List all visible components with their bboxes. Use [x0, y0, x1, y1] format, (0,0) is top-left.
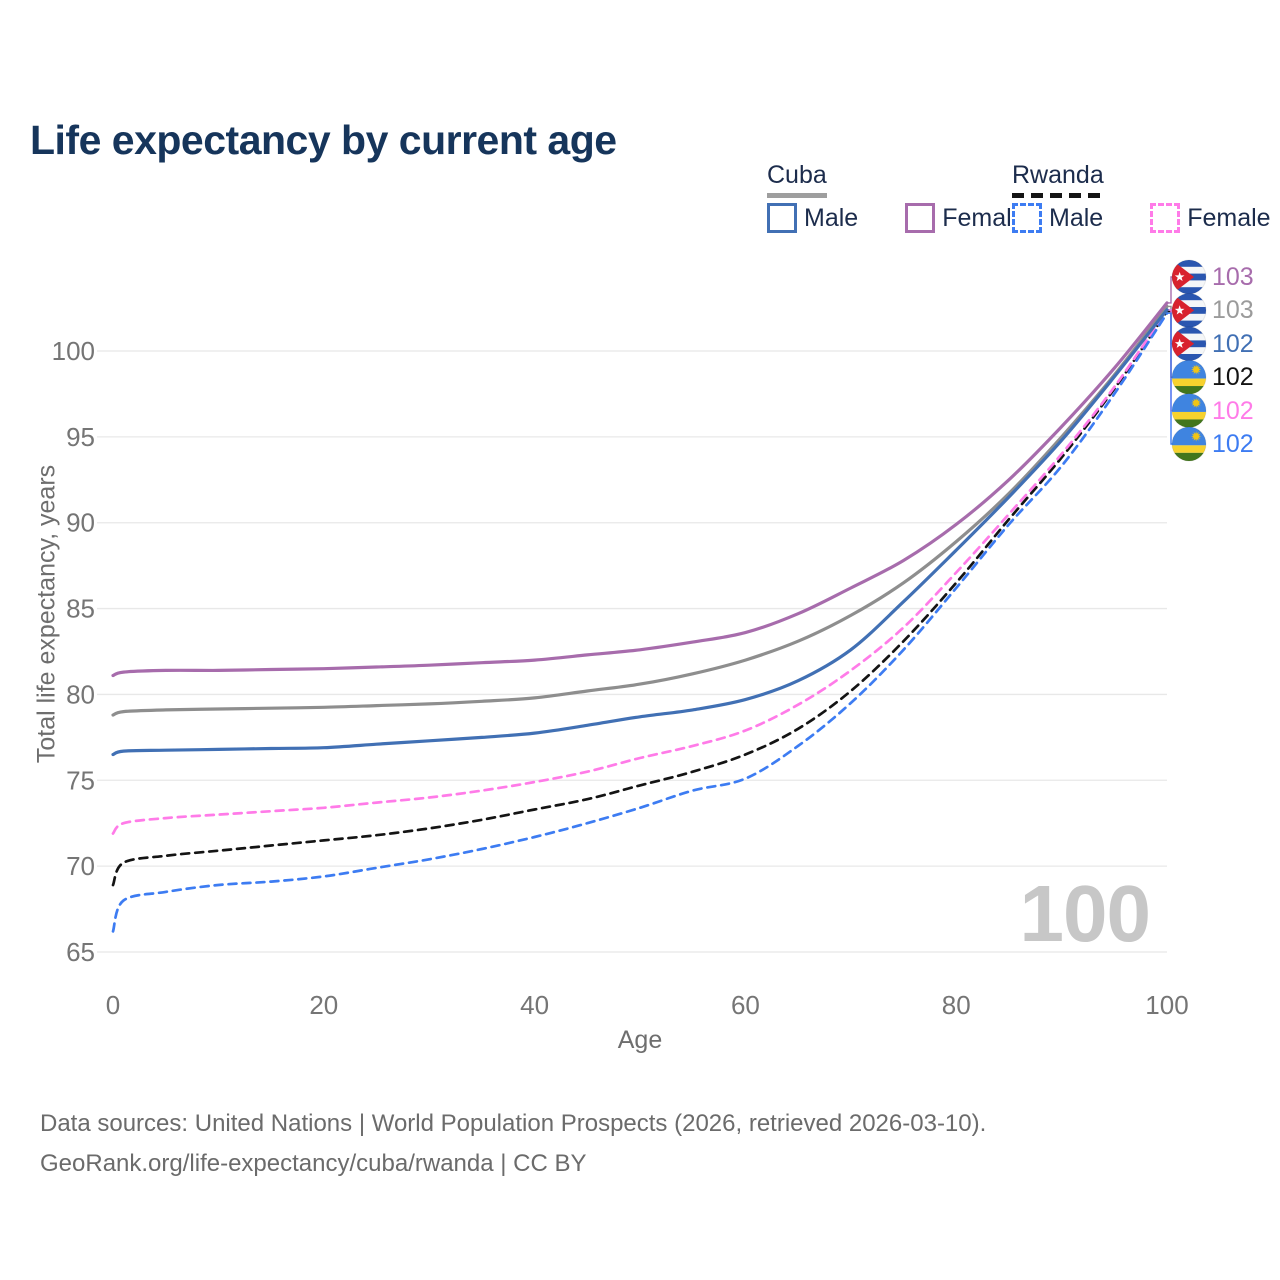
- page-title: Life expectancy by current age: [30, 117, 617, 164]
- legend-group-cuba: Cuba: [767, 161, 827, 198]
- rwanda-flag-icon: [1172, 393, 1206, 428]
- end-label-cuba-female: 103: [1212, 263, 1254, 291]
- rwanda-male-label[interactable]: Male: [1049, 203, 1104, 232]
- y-tick-label: 75: [66, 765, 95, 795]
- series-line-cuba-both-sexes: [111, 304, 1169, 717]
- x-tick-label: 0: [106, 990, 120, 1020]
- y-tick-label: 90: [66, 508, 95, 538]
- series-line-cuba-male: [111, 308, 1169, 757]
- y-tick-label: 65: [66, 937, 95, 967]
- end-label-cuba-both: 103: [1212, 296, 1254, 325]
- cuba-male-label[interactable]: Male: [804, 203, 859, 232]
- rwanda-flag-icon: [1172, 360, 1206, 395]
- footer-source-line: Data sources: United Nations | World Pop…: [40, 1110, 987, 1137]
- y-tick-label: 80: [66, 679, 95, 709]
- cuba-female-label[interactable]: Female: [942, 203, 1026, 232]
- y-tick-label: 95: [66, 422, 95, 452]
- rwanda-flag-icon: [1172, 427, 1206, 461]
- cuba-line-style-swatch: [767, 193, 827, 198]
- y-tick-label: 70: [66, 851, 95, 881]
- legend-country-cuba: Cuba: [767, 161, 827, 189]
- cuba-female-swatch[interactable]: [905, 203, 936, 233]
- series-line-cuba-female: [111, 301, 1169, 678]
- series-line-rwanda-both-sexes: [111, 310, 1169, 887]
- y-tick-label: 100: [52, 336, 95, 366]
- footer-attribution-line: GeoRank.org/life-expectancy/cuba/rwanda …: [40, 1150, 587, 1177]
- x-tick-label: 20: [309, 990, 338, 1020]
- legend-country-rwanda: Rwanda: [1012, 161, 1104, 189]
- series-line-rwanda-male: [111, 311, 1169, 933]
- cuba-flag-icon: [1172, 260, 1206, 294]
- x-tick-label: 100: [1145, 990, 1188, 1020]
- x-tick-label: 40: [520, 990, 549, 1020]
- age-counter-watermark: 100: [1019, 869, 1151, 958]
- x-tick-label: 60: [731, 990, 760, 1020]
- series-line-rwanda-female: [111, 308, 1169, 835]
- rwanda-female-swatch[interactable]: [1150, 203, 1181, 233]
- legend-items-cuba: Male Female: [767, 203, 1026, 233]
- y-tick-label: 85: [66, 594, 95, 624]
- legend-items-rwanda: Male Female: [1012, 203, 1271, 233]
- cuba-flag-icon: [1172, 293, 1206, 328]
- cuba-flag-icon: [1172, 326, 1206, 361]
- footer: Data sources: United Nations | World Pop…: [40, 1104, 986, 1184]
- end-label-rwanda-both: 102: [1212, 363, 1254, 392]
- end-label-rwanda-male: 102: [1212, 430, 1254, 458]
- end-label-cuba-male: 102: [1212, 329, 1254, 358]
- rwanda-male-swatch[interactable]: [1012, 203, 1042, 233]
- legend-group-rwanda: Rwanda: [1012, 161, 1104, 198]
- end-label-rwanda-female: 102: [1212, 396, 1254, 425]
- cuba-male-swatch[interactable]: [767, 203, 797, 233]
- x-tick-label: 80: [942, 990, 971, 1020]
- x-axis-title: Age: [617, 1026, 663, 1054]
- rwanda-female-label[interactable]: Female: [1187, 203, 1271, 232]
- rwanda-line-style-swatch: [1012, 193, 1100, 198]
